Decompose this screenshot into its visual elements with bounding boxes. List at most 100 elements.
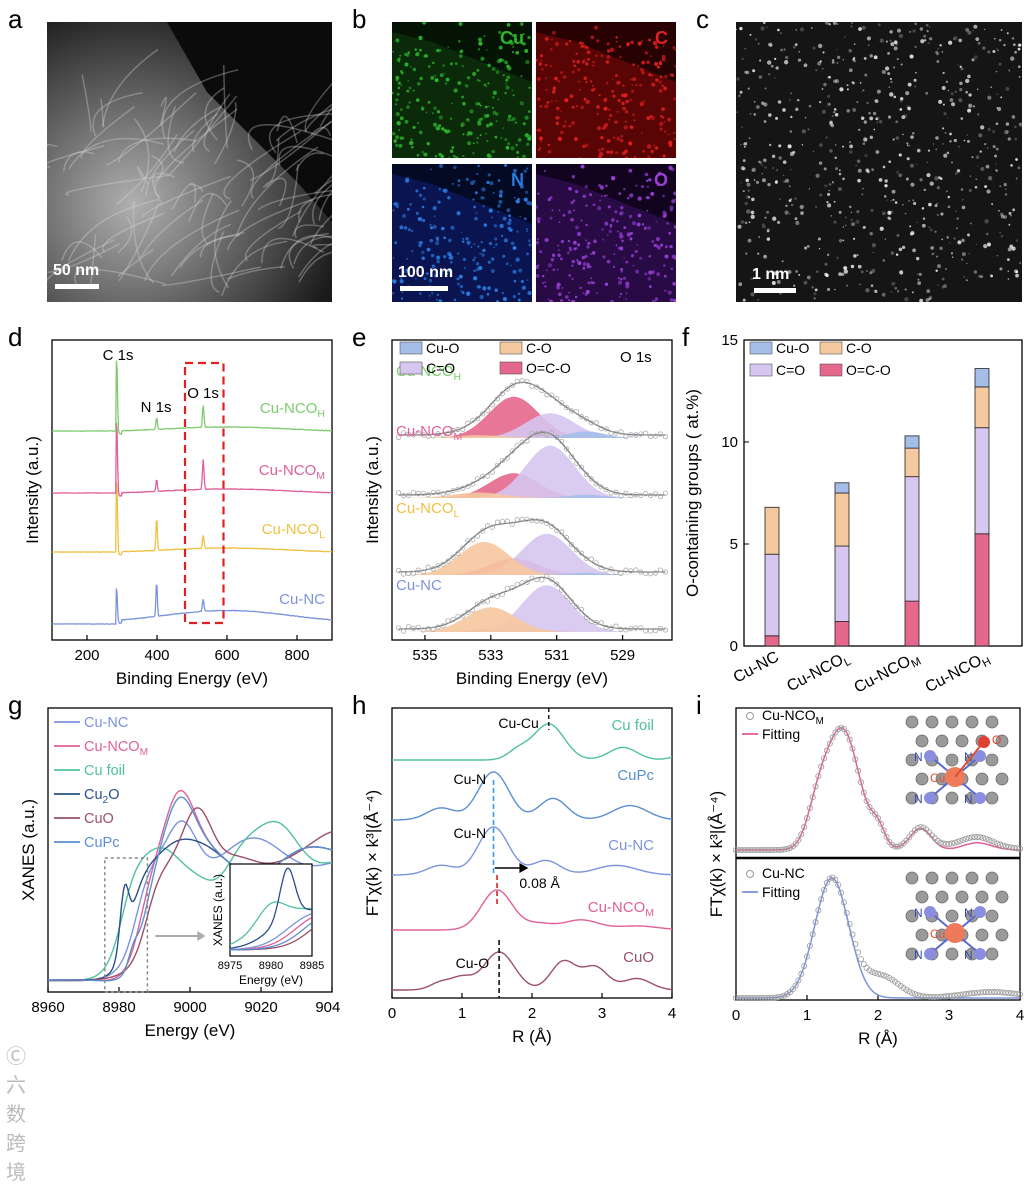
- fiber-strand: [143, 209, 240, 282]
- data-point: [877, 820, 884, 827]
- atom-dot: [942, 71, 945, 75]
- map-dot: [655, 237, 660, 242]
- carbon-atom: [995, 890, 1009, 904]
- map-dot: [495, 120, 498, 123]
- y-axis-label: FTχ(k) × k³|(Å⁻⁴): [363, 790, 382, 916]
- map-dot: [536, 216, 541, 222]
- atom-dot: [850, 211, 852, 214]
- atom-dot: [806, 275, 811, 280]
- atom-dot: [890, 80, 893, 84]
- map-dot: [472, 152, 475, 155]
- map-dot: [662, 116, 665, 119]
- map-dot: [673, 138, 676, 140]
- atom-dot: [888, 217, 892, 221]
- atom-dot: [839, 87, 844, 92]
- atom-dot: [798, 274, 801, 276]
- atom-dot: [856, 159, 861, 163]
- data-point: [514, 378, 520, 384]
- atom-dot: [975, 155, 980, 160]
- carbon-atom: [945, 871, 959, 885]
- atom-dot: [953, 36, 958, 41]
- map-dot: [478, 285, 481, 289]
- atom-dot: [788, 199, 792, 202]
- map-dot: [480, 196, 484, 200]
- atom-dot: [842, 266, 845, 269]
- atom-dot: [798, 50, 800, 53]
- map-dot: [667, 290, 672, 295]
- map-dot: [461, 95, 464, 99]
- atom-dot: [999, 185, 1002, 188]
- map-dot: [536, 238, 539, 241]
- data-point: [1011, 990, 1018, 997]
- atom-dot: [748, 137, 751, 140]
- map-dot: [477, 164, 480, 168]
- atom-dot: [745, 70, 750, 75]
- panel-label-d: d: [8, 322, 23, 352]
- atom-dot: [850, 218, 853, 222]
- map-dot: [478, 102, 481, 106]
- map-dot: [435, 236, 440, 241]
- atom-dot: [775, 179, 778, 183]
- map-dot: [584, 254, 588, 259]
- data-point: [840, 899, 847, 906]
- atom-dot: [921, 223, 926, 228]
- map-dot: [596, 105, 600, 109]
- map-dot: [572, 60, 576, 63]
- map-dot: [670, 267, 673, 270]
- map-dot: [602, 255, 606, 259]
- fiber-strand: [221, 240, 288, 296]
- atom-dot: [826, 201, 829, 204]
- map-dot: [537, 192, 540, 195]
- atom-dot: [959, 87, 963, 92]
- data-point: [906, 834, 913, 841]
- atom-dot: [826, 253, 830, 257]
- component-area-C=O: [408, 585, 656, 632]
- data-point: [593, 620, 599, 626]
- atom-dot: [871, 268, 876, 273]
- atom-dot: [899, 270, 904, 275]
- atom-dot: [811, 27, 813, 29]
- bar-segment-O=C-O: [974, 533, 990, 647]
- map-dot: [489, 181, 494, 186]
- map-dot: [438, 187, 442, 191]
- map-dot: [672, 46, 676, 50]
- map-dot: [606, 234, 609, 236]
- data-point: [815, 907, 822, 914]
- data-point: [744, 994, 751, 1001]
- fiber-strand: [279, 234, 332, 269]
- map-dot: [392, 279, 394, 282]
- data-point: [608, 566, 614, 572]
- legend-label: Cu-NC: [762, 865, 805, 881]
- map-dot: [431, 112, 434, 115]
- map-dot: [644, 272, 648, 276]
- atom-dot: [923, 188, 927, 192]
- map-dot: [396, 121, 401, 126]
- data-point: [798, 831, 805, 838]
- atom-dot: [906, 105, 910, 109]
- map-dot: [603, 125, 607, 129]
- atom-dot: [740, 220, 745, 224]
- fiber-strand: [278, 145, 332, 166]
- map-dot: [395, 75, 400, 80]
- map-dot: [461, 291, 465, 295]
- atom-dot: [853, 59, 856, 61]
- atom-dot: [984, 28, 986, 30]
- fiber-strand: [309, 214, 332, 247]
- atom-dot: [846, 109, 850, 113]
- carbon-atom: [905, 791, 919, 805]
- data-point: [465, 538, 471, 544]
- component-area-C-O: [408, 607, 656, 632]
- atom-dot: [748, 221, 751, 224]
- atom-dot: [1014, 50, 1017, 54]
- map-dot: [392, 257, 395, 259]
- map-dot: [397, 81, 401, 85]
- map-dot: [557, 249, 560, 252]
- map-dot: [612, 265, 615, 268]
- fiber-strand: [294, 224, 325, 239]
- atom-dot: [906, 157, 910, 161]
- atom-dot: [736, 111, 739, 114]
- map-dot: [574, 295, 578, 299]
- map-dot: [512, 94, 515, 97]
- atom-dot: [949, 132, 952, 136]
- atom-dot: [1000, 212, 1004, 217]
